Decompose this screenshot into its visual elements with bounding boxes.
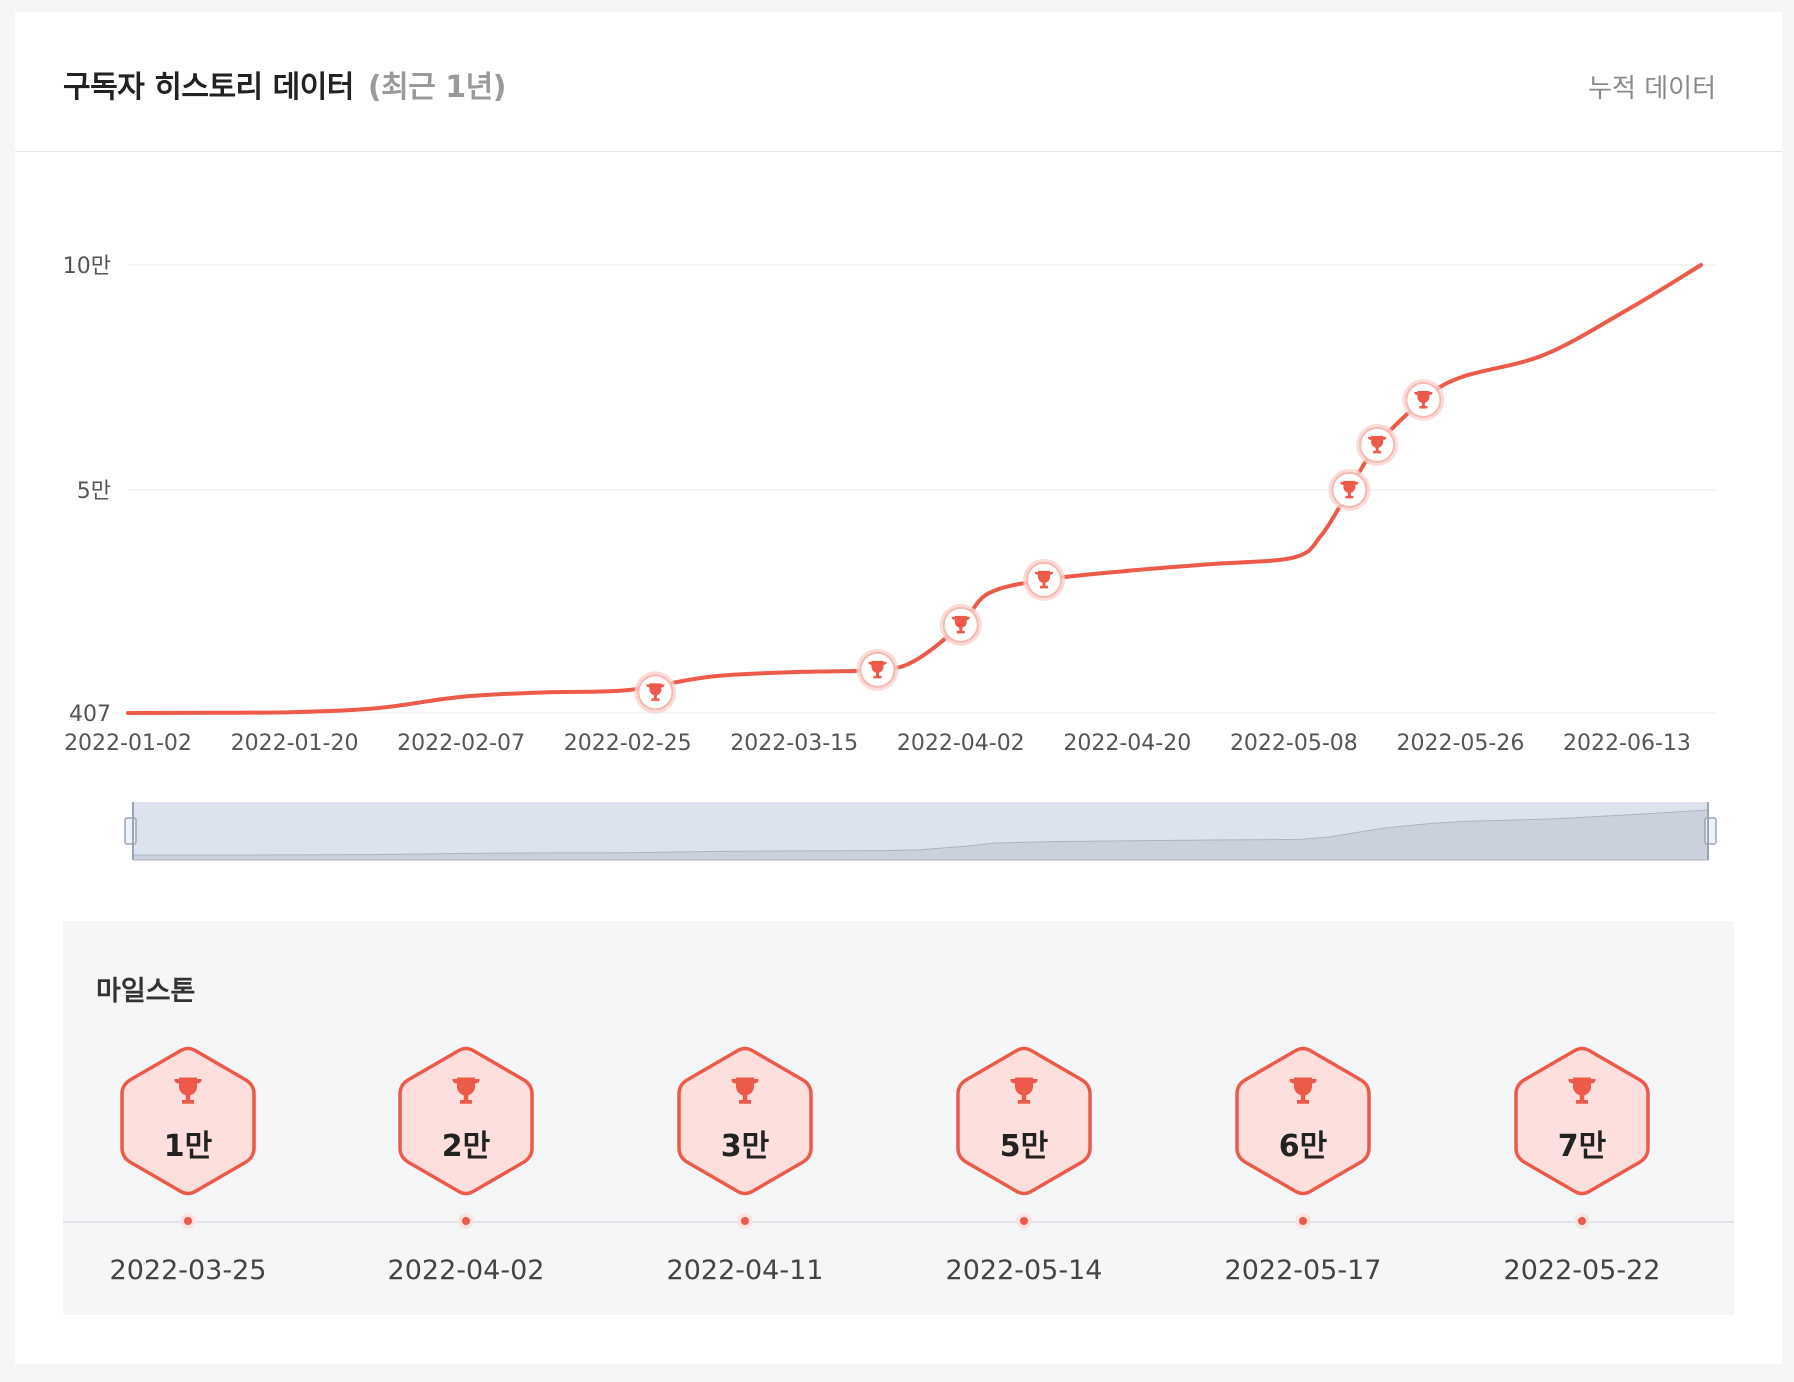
- y-tick-label: 5만: [77, 479, 111, 504]
- trophy-icon: [174, 1077, 202, 1104]
- x-tick-label: 2022-06-13: [1563, 731, 1691, 756]
- y-tick-label: 10만: [63, 254, 111, 279]
- trophy-icon: [1010, 1077, 1038, 1104]
- milestone-hexagon-badge: [956, 1046, 1092, 1196]
- y-tick-label: 407: [69, 702, 111, 727]
- milestone-label: 1만: [163, 1129, 213, 1164]
- x-tick-label: 2022-02-07: [397, 731, 525, 756]
- milestone-marker[interactable]: [939, 603, 982, 646]
- trophy-icon: [1340, 480, 1359, 499]
- milestone-item: 5만 2022-05-14: [924, 921, 1124, 1315]
- milestone-timeline-dot: [458, 1213, 474, 1229]
- milestone-marker[interactable]: [1402, 378, 1445, 421]
- milestone-item: 6만 2022-05-17: [1203, 921, 1403, 1315]
- x-axis-ticks: 2022-01-02 2022-01-20 2022-02-07 2022-02-25…: [64, 731, 1691, 756]
- trophy-icon: [868, 660, 887, 679]
- subscriber-series-line: [126, 263, 1703, 715]
- milestone-hexagon-badge: [1514, 1046, 1650, 1196]
- milestone-item: 7만 2022-05-22: [1482, 921, 1682, 1315]
- milestone-date: 2022-04-02: [387, 1255, 545, 1286]
- x-tick-label: 2022-01-02: [64, 731, 192, 756]
- x-tick-label: 2022-04-02: [897, 731, 1025, 756]
- x-tick-label: 2022-04-20: [1063, 731, 1191, 756]
- chart-gridlines: [128, 264, 1717, 714]
- card-header: 구독자 히스토리 데이터 (최근 1년) 누적 데이터: [15, 12, 1782, 152]
- milestone-label: 3만: [720, 1129, 770, 1164]
- x-tick-label: 2022-05-08: [1230, 731, 1358, 756]
- milestone-marker[interactable]: [1328, 468, 1371, 511]
- x-tick-label: 2022-03-15: [730, 731, 858, 756]
- milestone-label: 6만: [1278, 1129, 1328, 1164]
- milestone-label: 2만: [441, 1129, 491, 1164]
- milestone-marker[interactable]: [634, 671, 677, 714]
- milestone-label: 5만: [999, 1129, 1049, 1164]
- navigator-left-handle[interactable]: [124, 817, 137, 845]
- milestone-timeline-dot: [1574, 1213, 1590, 1229]
- milestone-timeline-dot: [1016, 1213, 1032, 1229]
- milestone-hexagon-badge: [677, 1046, 813, 1196]
- milestone-timeline-dot: [737, 1213, 753, 1229]
- trophy-icon: [1035, 570, 1054, 589]
- trophy-icon: [1414, 390, 1433, 409]
- x-tick-label: 2022-05-26: [1396, 731, 1524, 756]
- milestone-date: 2022-05-22: [1503, 1255, 1661, 1286]
- milestones-timeline: [63, 1221, 1734, 1223]
- milestone-marker[interactable]: [856, 648, 899, 691]
- trophy-icon: [951, 615, 970, 634]
- milestone-date: 2022-04-11: [666, 1255, 824, 1286]
- trophy-icon: [1289, 1077, 1317, 1104]
- milestone-date: 2022-05-14: [945, 1255, 1103, 1286]
- milestone-markers: [634, 378, 1445, 714]
- milestone-hexagon-badge: [1235, 1046, 1371, 1196]
- trophy-icon: [452, 1077, 480, 1104]
- navigator-series-line: [132, 809, 1709, 861]
- range-navigator[interactable]: [124, 802, 1717, 861]
- y-axis-ticks: 407 5만 10만: [63, 254, 111, 727]
- subscriber-history-card: 구독자 히스토리 데이터 (최근 1년) 누적 데이터 407 5만 10만 2022…: [15, 12, 1782, 1364]
- page-title: 구독자 히스토리 데이터 (최근 1년): [63, 62, 506, 106]
- trophy-icon: [1568, 1077, 1596, 1104]
- trophy-icon: [731, 1077, 759, 1104]
- milestone-timeline-dot: [1295, 1213, 1311, 1229]
- milestone-timeline-dot: [180, 1213, 196, 1229]
- title-text: 구독자 히스토리 데이터: [63, 70, 354, 105]
- milestone-date: 2022-03-25: [109, 1255, 267, 1286]
- trophy-icon: [646, 683, 665, 701]
- milestone-hexagon-badge: [120, 1046, 256, 1196]
- milestone-item: 3만 2022-04-11: [645, 921, 845, 1315]
- milestone-marker[interactable]: [1356, 423, 1399, 466]
- x-tick-label: 2022-02-25: [564, 731, 692, 756]
- x-tick-label: 2022-01-20: [231, 731, 359, 756]
- milestone-hexagon-badge: [398, 1046, 534, 1196]
- milestone-date: 2022-05-17: [1224, 1255, 1382, 1286]
- milestone-marker[interactable]: [1023, 558, 1066, 601]
- milestones-panel: 마일스톤 1만 2022-03-25 2만 2022-04-02 3만 2022-04-1…: [63, 921, 1734, 1315]
- milestone-label: 7만: [1557, 1129, 1607, 1164]
- cumulative-data-toggle[interactable]: 누적 데이터: [1588, 74, 1716, 104]
- milestone-item: 1만 2022-03-25: [88, 921, 288, 1315]
- trophy-icon: [1368, 435, 1387, 454]
- milestone-item: 2만 2022-04-02: [366, 921, 566, 1315]
- title-period: (최근 1년): [367, 70, 507, 105]
- navigator-right-handle[interactable]: [1704, 817, 1717, 845]
- milestones-title: 마일스톤: [96, 976, 196, 1007]
